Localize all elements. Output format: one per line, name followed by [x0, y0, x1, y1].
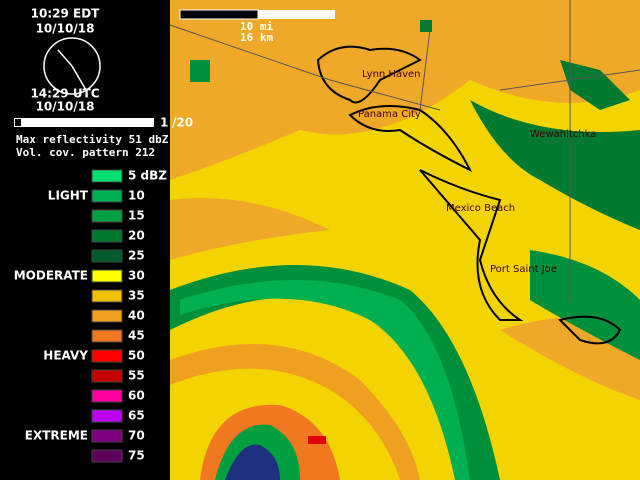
legend-label: 45 [128, 329, 145, 343]
legend-swatch [91, 389, 123, 403]
legend-label: 70 [128, 429, 145, 443]
legend-swatch [91, 309, 123, 323]
intensity-label: MODERATE [14, 269, 88, 283]
legend-label: 15 [128, 209, 145, 223]
utc-time: 14:29 UTC [30, 87, 99, 101]
legend-swatch [91, 289, 123, 303]
legend-swatch [91, 189, 123, 203]
legend-label: 20 [128, 229, 145, 243]
intensity-label: EXTREME [25, 429, 88, 443]
place-label: Wewahitchka [530, 129, 596, 140]
place-label: Mexico Beach [446, 203, 515, 214]
scale-miles: 10 mi [240, 20, 273, 33]
legend-swatch [91, 169, 123, 183]
frame-bar [14, 118, 154, 127]
legend-label: 40 [128, 309, 145, 323]
legend-label: 30 [128, 269, 145, 283]
legend-swatch [91, 329, 123, 343]
legend-swatch [91, 349, 123, 363]
intensity-label: HEAVY [43, 349, 88, 363]
legend-label: 5 dBZ [128, 169, 167, 183]
legend-swatch [91, 409, 123, 423]
frame-marker [15, 119, 21, 126]
local-date: 10/10/18 [36, 22, 95, 36]
clock [43, 37, 101, 95]
place-labels: Lynn Haven Panama City Wewahitchka Mexico B… [358, 69, 596, 275]
legend-label: 60 [128, 389, 145, 403]
radar-map [169, 0, 640, 480]
place-label: Lynn Haven [362, 69, 420, 80]
frame-total: /20 [172, 116, 193, 130]
legend-label: 55 [128, 369, 145, 383]
utc-date: 10/10/18 [36, 100, 95, 114]
legend: 5 dBZ 10 LIGHT 15 20 25 30 MODERATE 35 40 45 50 HEAV… [14, 169, 167, 463]
legend-label: 65 [128, 409, 145, 423]
frame-number: 1 [160, 116, 168, 130]
legend-swatch [91, 269, 123, 283]
legend-swatch [91, 429, 123, 443]
legend-swatch [91, 209, 123, 223]
legend-label: 10 [128, 189, 145, 203]
legend-swatch [91, 369, 123, 383]
local-time: 10:29 EDT [31, 7, 101, 21]
legend-label: 25 [128, 249, 145, 263]
legend-label: 75 [128, 449, 145, 463]
scale-km: 16 km [240, 31, 273, 44]
max-reflectivity: Max reflectivity 51 dbZ [16, 133, 169, 146]
volume-coverage: Vol. cov. pattern 212 [16, 146, 155, 159]
legend-label: 50 [128, 349, 145, 363]
intensity-label: LIGHT [48, 189, 89, 203]
legend-swatch [91, 229, 123, 243]
legend-label: 35 [128, 289, 145, 303]
place-label: Port Saint Joe [490, 264, 557, 275]
place-label: Panama City [358, 109, 421, 120]
legend-swatch [91, 249, 123, 263]
legend-swatch [91, 449, 123, 463]
